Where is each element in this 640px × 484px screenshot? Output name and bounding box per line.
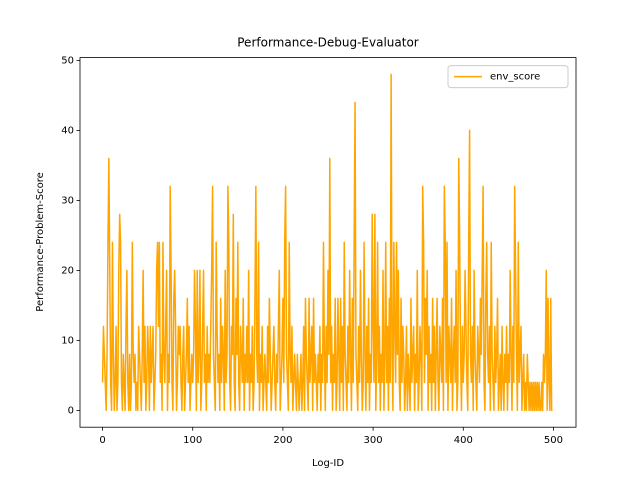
series-line [101, 73, 553, 412]
x-tick-label: 0 [99, 435, 105, 446]
plot-frame [79, 57, 577, 428]
y-tick-label: 10 [61, 335, 74, 346]
legend-label: env_score [490, 72, 540, 83]
x-axis-label: Log-ID [312, 458, 344, 469]
y-axis-label: Performance-Problem-Score [35, 172, 46, 311]
y-tick-label: 30 [61, 195, 74, 206]
x-tick-label: 400 [454, 435, 473, 446]
y-tick-label: 0 [68, 405, 74, 416]
x-tick-label: 300 [364, 435, 383, 446]
x-tick-label: 200 [273, 435, 292, 446]
x-tick-label: 100 [183, 435, 202, 446]
y-tick-label: 20 [61, 265, 74, 276]
y-tick-label: 50 [61, 55, 74, 66]
legend-box [447, 65, 569, 89]
chart-title: Performance-Debug-Evaluator [237, 36, 419, 50]
y-tick-label: 40 [61, 125, 74, 136]
x-tick-label: 500 [544, 435, 563, 446]
